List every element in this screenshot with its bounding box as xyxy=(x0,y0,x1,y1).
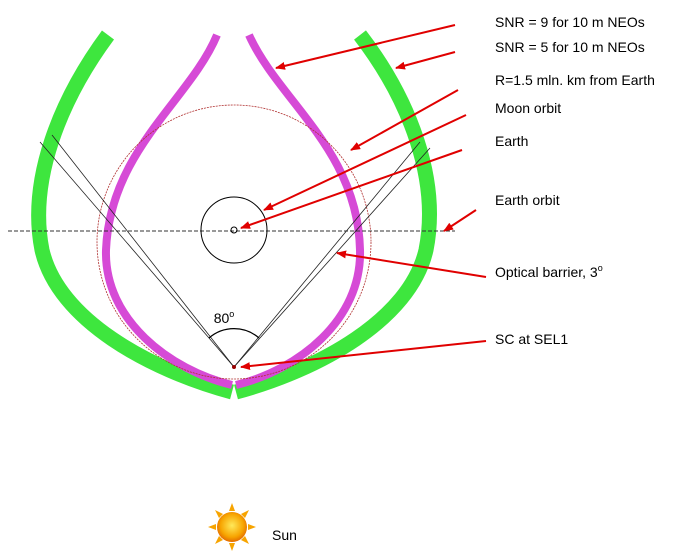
label: Optical barrier, 3o xyxy=(495,263,603,280)
label: Moon orbit xyxy=(495,100,561,116)
label: SC at SEL1 xyxy=(495,331,568,347)
label: R=1.5 mln. km from Earth xyxy=(495,72,655,88)
label: SNR = 9 for 10 m NEOs xyxy=(495,14,645,30)
earth xyxy=(231,227,237,233)
snr9-curve xyxy=(106,35,360,385)
label: Earth orbit xyxy=(495,192,560,208)
moon-orbit xyxy=(201,197,267,263)
sun-icon xyxy=(208,503,256,551)
diagram: 80o SNR = 9 for 10 m NEOs SNR = 5 for 10… xyxy=(0,0,677,552)
angle-arc xyxy=(209,329,259,338)
label: SNR = 5 for 10 m NEOs xyxy=(495,39,645,55)
sun-label: Sun xyxy=(272,527,297,543)
angle-label: 80o xyxy=(214,309,235,326)
snr5-curve xyxy=(39,35,430,392)
spacecraft xyxy=(232,365,236,369)
label: Earth xyxy=(495,133,528,149)
